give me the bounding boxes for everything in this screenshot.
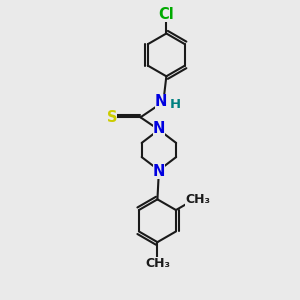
Text: S: S [107, 110, 117, 125]
Text: Cl: Cl [158, 7, 174, 22]
Text: N: N [155, 94, 167, 110]
Text: CH₃: CH₃ [185, 193, 211, 206]
Text: N: N [153, 121, 165, 136]
Text: CH₃: CH₃ [145, 257, 170, 270]
Text: N: N [153, 164, 165, 179]
Text: H: H [170, 98, 181, 111]
